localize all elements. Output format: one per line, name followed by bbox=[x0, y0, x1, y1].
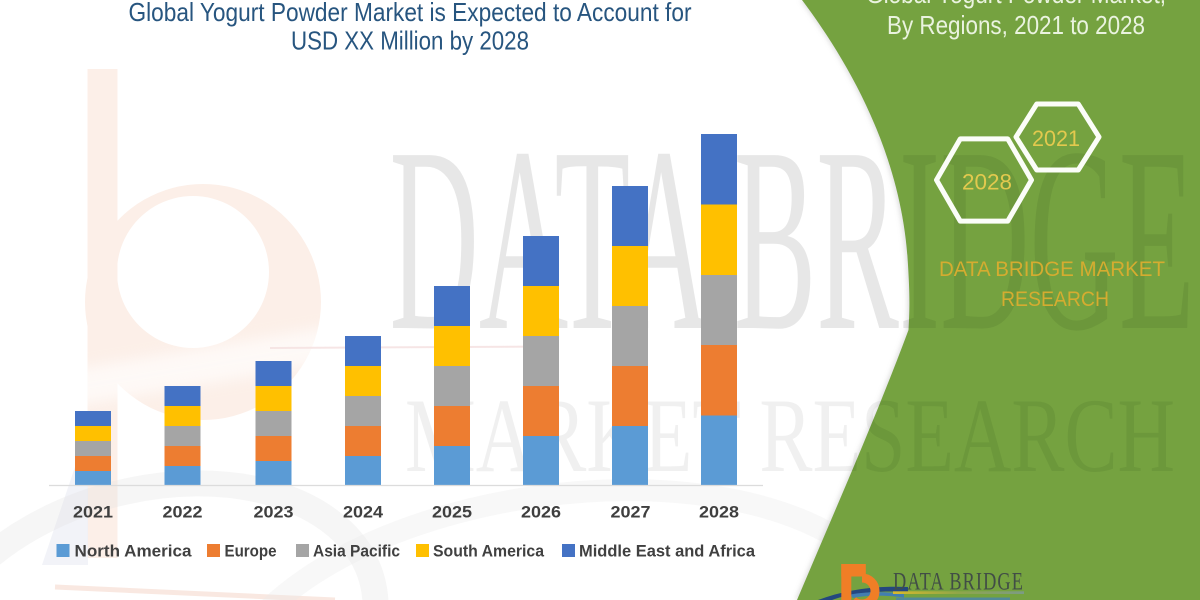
svg-text:RESEARCH: RESEARCH bbox=[1001, 288, 1109, 311]
svg-text:DATA BRIDGE MARKET: DATA BRIDGE MARKET bbox=[939, 258, 1165, 281]
svg-text:2023: 2023 bbox=[254, 503, 294, 522]
svg-text:2027: 2027 bbox=[611, 503, 651, 522]
svg-text:Global Yogurt Powder Market,: Global Yogurt Powder Market, bbox=[866, 0, 1166, 9]
svg-text:Global Yogurt Powder Market is: Global Yogurt Powder Market is Expected … bbox=[129, 0, 692, 27]
svg-text:2021: 2021 bbox=[73, 503, 113, 522]
svg-text:2024: 2024 bbox=[343, 503, 384, 522]
svg-text:Europe: Europe bbox=[225, 542, 277, 561]
svg-text:USD XX Million by 2028: USD XX Million by 2028 bbox=[291, 26, 529, 56]
svg-text:2022: 2022 bbox=[163, 503, 203, 522]
svg-text:South America: South America bbox=[433, 542, 545, 561]
svg-text:North America: North America bbox=[75, 542, 193, 561]
svg-text:2026: 2026 bbox=[521, 503, 561, 522]
svg-text:Asia Pacific: Asia Pacific bbox=[313, 542, 400, 561]
svg-text:2028: 2028 bbox=[962, 170, 1012, 195]
svg-text:DATA BRIDGE: DATA BRIDGE bbox=[893, 569, 1024, 596]
svg-text:Middle East and Africa: Middle East and Africa bbox=[579, 542, 756, 561]
svg-text:By Regions, 2021 to 2028: By Regions, 2021 to 2028 bbox=[887, 10, 1145, 40]
svg-text:2025: 2025 bbox=[432, 503, 472, 522]
svg-text:2021: 2021 bbox=[1032, 126, 1080, 151]
svg-text:2028: 2028 bbox=[699, 503, 739, 522]
